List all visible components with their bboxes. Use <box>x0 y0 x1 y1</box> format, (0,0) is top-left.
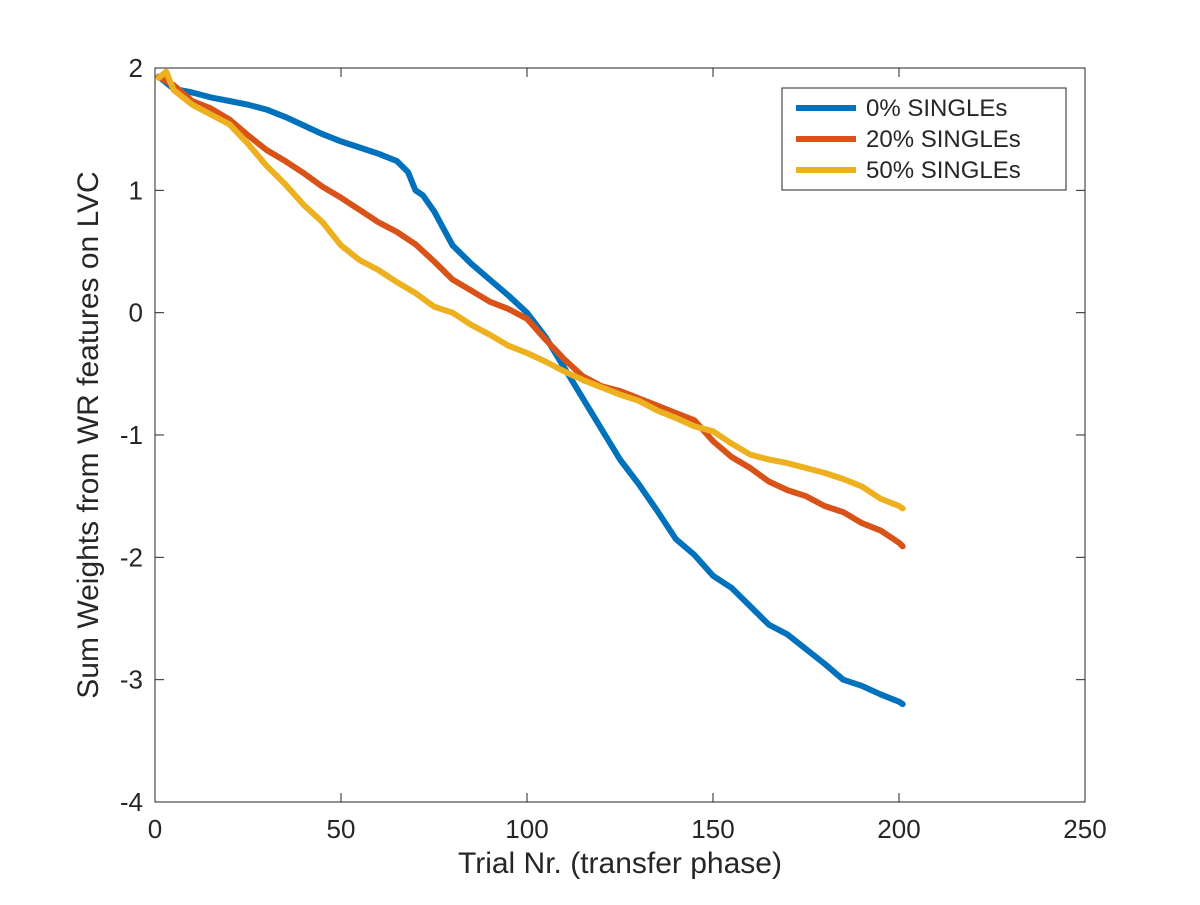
x-tick-label: 50 <box>327 814 356 844</box>
x-tick-label: 150 <box>691 814 734 844</box>
tick-layer: 0 50 100 150 200 250 -4 -3 -2 -1 0 1 2 <box>120 53 1107 844</box>
x-tick-label: 100 <box>505 814 548 844</box>
y-tick-label: -1 <box>120 420 143 450</box>
y-tick-label: -3 <box>120 665 143 695</box>
legend-label-0: 0% SINGLEs <box>866 95 1007 122</box>
series-line-2 <box>155 68 906 512</box>
series-layer <box>155 68 906 708</box>
y-tick-label: 2 <box>129 53 143 83</box>
y-tick-label: -2 <box>120 542 143 572</box>
x-tick-label: 250 <box>1063 814 1106 844</box>
y-tick-label: 1 <box>129 175 143 205</box>
y-tick-label: 0 <box>129 298 143 328</box>
x-tick-label: 200 <box>877 814 920 844</box>
x-tick-label: 0 <box>148 814 162 844</box>
legend-label-1: 20% SINGLEs <box>866 126 1021 153</box>
y-tick-label: -4 <box>120 787 143 817</box>
x-axis-label: Trial Nr. (transfer phase) <box>458 847 782 880</box>
legend: 0% SINGLEs 20% SINGLEs 50% SINGLEs <box>781 87 1067 191</box>
y-axis-label: Sum Weights from WR features on LVC <box>72 171 105 698</box>
legend-label-2: 50% SINGLEs <box>866 157 1021 184</box>
series-line-1 <box>155 73 906 550</box>
series-line-0 <box>155 73 906 708</box>
